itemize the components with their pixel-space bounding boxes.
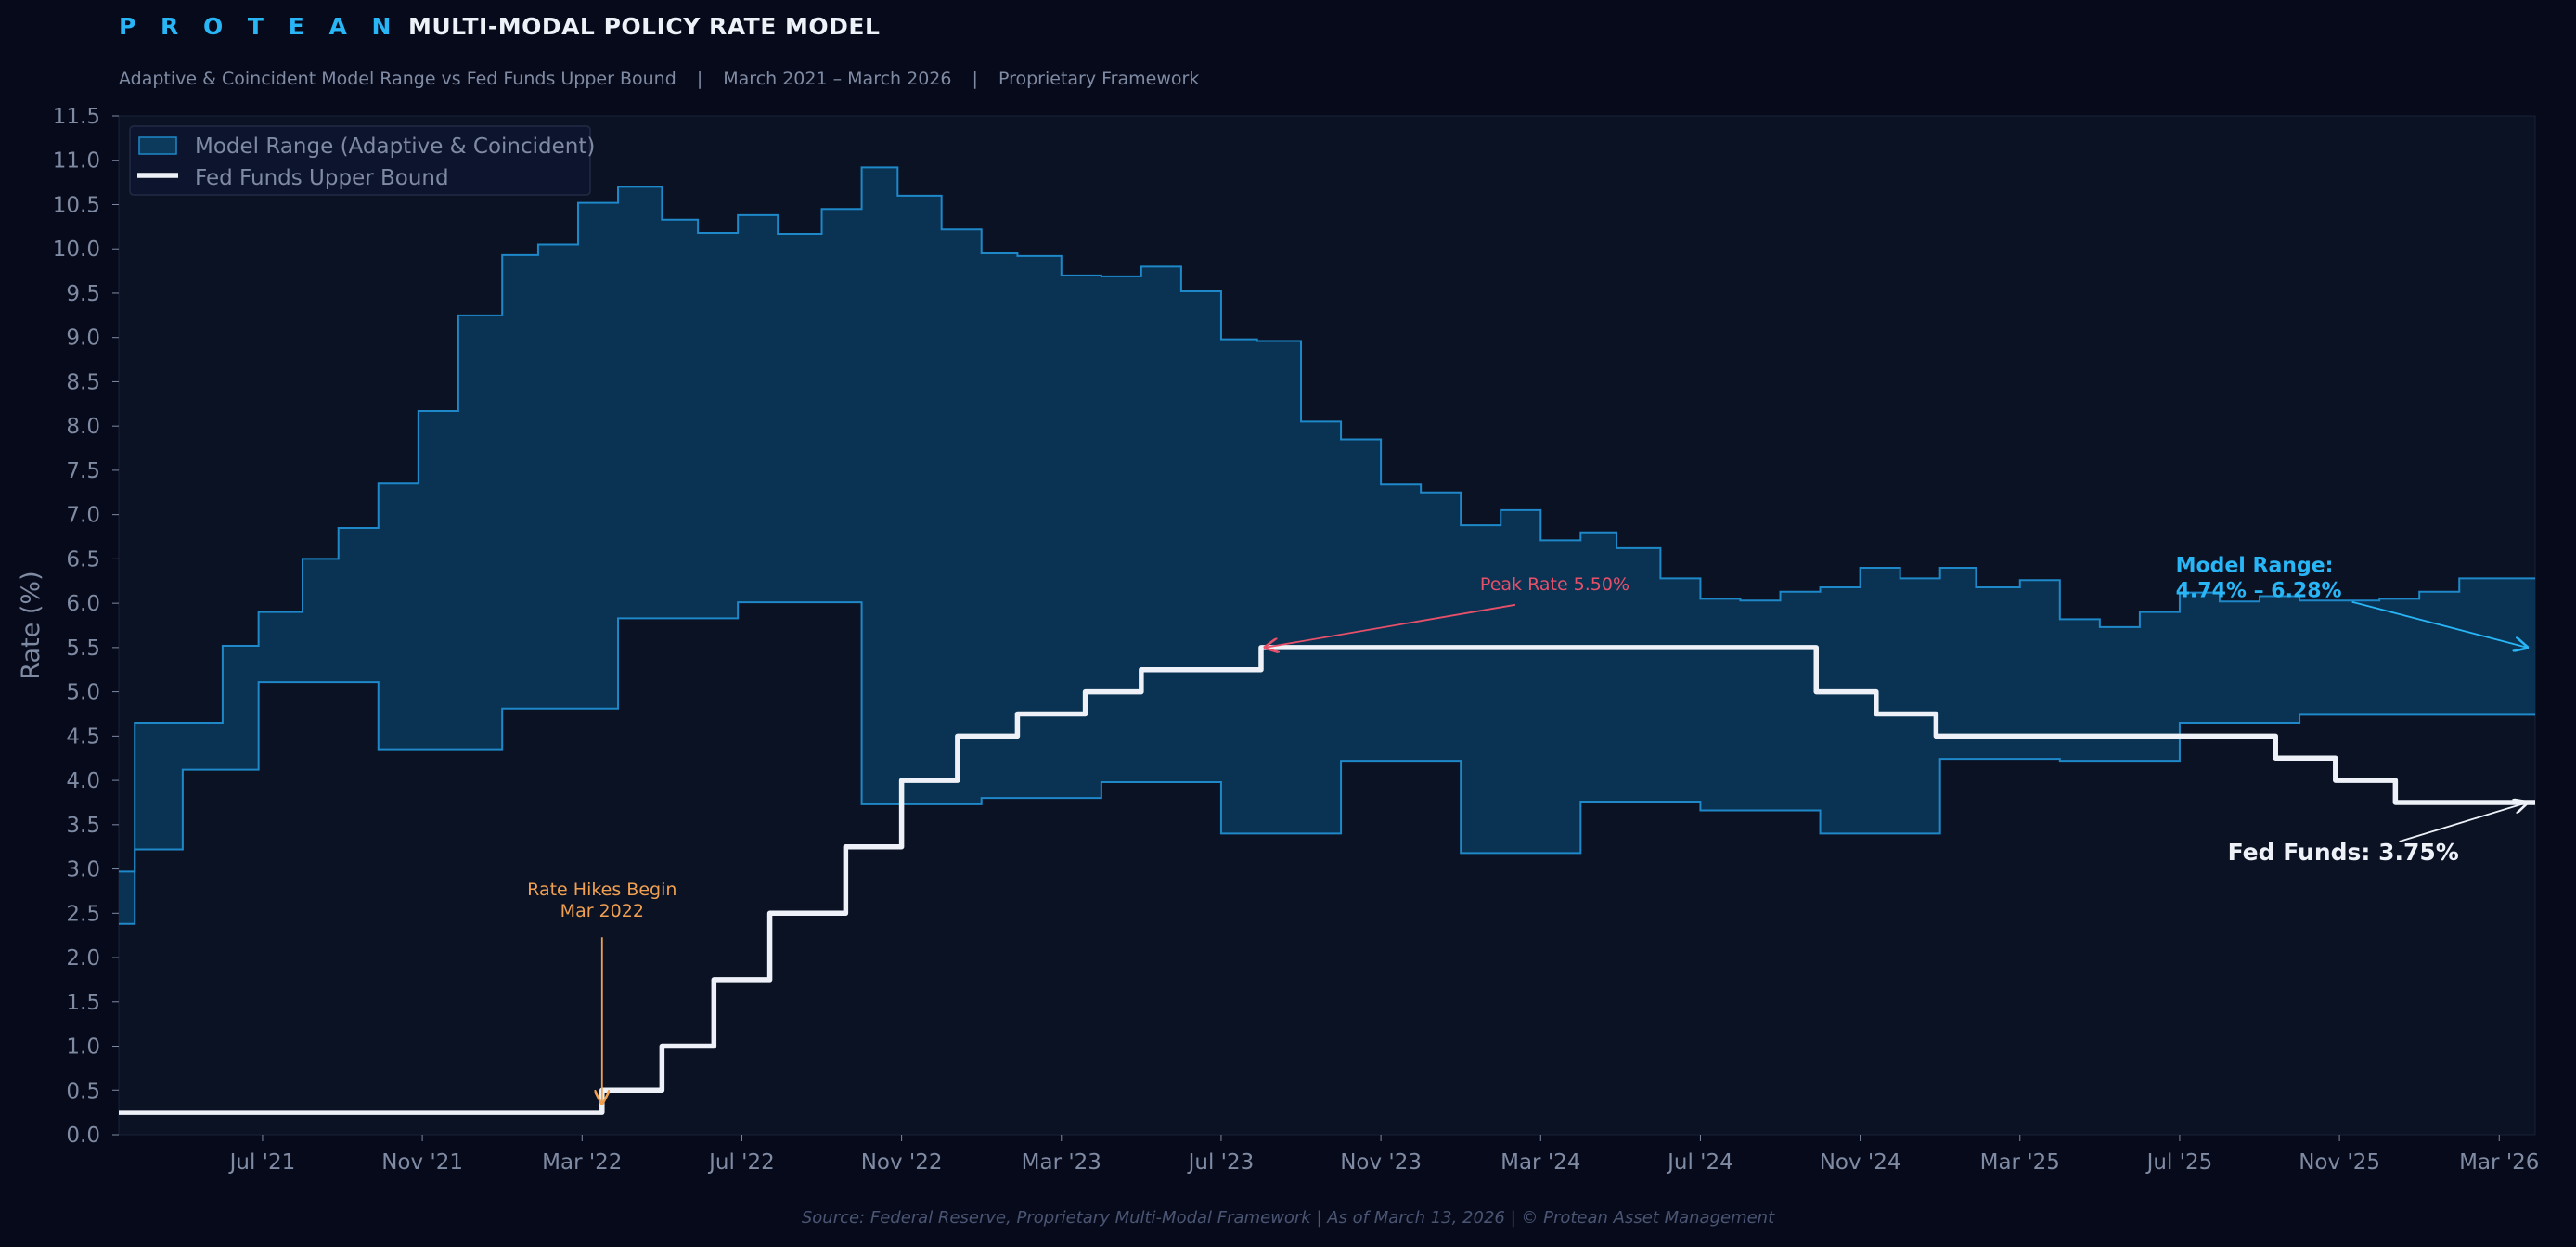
annotation-model-text: 4.74% – 6.28% [2176, 580, 2342, 603]
source-note: Source: Federal Reserve, Proprietary Mul… [801, 1208, 1775, 1228]
x-tick-label: Nov '23 [1340, 1151, 1422, 1175]
y-tick-label: 2.5 [66, 902, 100, 926]
chart-subtitle: Adaptive & Coincident Model Range vs Fed… [119, 69, 1199, 89]
subtitle-part-1: Adaptive & Coincident Model Range vs Fed… [119, 69, 676, 89]
x-tick-label: Nov '24 [1820, 1151, 1901, 1175]
y-tick-label: 5.0 [66, 681, 100, 705]
x-tick-label: Mar '24 [1501, 1151, 1580, 1175]
annotation-peak: Peak Rate 5.50% [1265, 574, 1629, 648]
legend-swatch-range [138, 136, 177, 155]
subtitle-separator: | [696, 69, 703, 89]
x-tick-label: Mar '23 [1022, 1151, 1101, 1175]
x-tick-label: Jul '25 [2145, 1151, 2213, 1175]
y-tick-label: 3.0 [66, 858, 100, 882]
fed-funds-line [119, 645, 2535, 1115]
y-tick-label: 7.5 [66, 459, 100, 483]
y-axis-label: Rate (%) [17, 571, 45, 679]
annotation-fed-text: Fed Funds: 3.75% [2228, 839, 2459, 866]
subtitle-separator: | [972, 69, 978, 89]
model-range-band [119, 167, 2535, 924]
brand-logo: P R O T E A N [119, 13, 400, 40]
x-tick-label: Jul '24 [1666, 1151, 1733, 1175]
annotation-hikes-text: Rate Hikes Begin [527, 880, 676, 900]
y-tick-label: 11.5 [53, 105, 100, 129]
subtitle-part-2: March 2021 – March 2026 [723, 69, 952, 89]
annotation-model-arrow [2351, 600, 2528, 648]
annotation-peak-text: Peak Rate 5.50% [1480, 574, 1629, 595]
legend-label-range: Model Range (Adaptive & Coincident) [195, 135, 595, 159]
y-tick-label: 1.0 [66, 1035, 100, 1060]
annotation-fed-arrow [2399, 803, 2528, 842]
y-tick-label: 8.0 [66, 415, 100, 439]
x-tick-label: Mar '22 [542, 1151, 622, 1175]
x-tick-label: Jul '22 [707, 1151, 775, 1175]
y-tick-label: 0.0 [66, 1124, 100, 1148]
subtitle-part-3: Proprietary Framework [998, 69, 1200, 89]
legend-label-fed: Fed Funds Upper Bound [195, 166, 449, 190]
y-tick-label: 6.5 [66, 547, 100, 572]
y-tick-label: 2.0 [66, 946, 100, 971]
y-tick-label: 7.0 [66, 504, 100, 528]
y-tick-label: 1.5 [66, 991, 100, 1015]
y-tick-label: 9.5 [66, 282, 100, 306]
y-tick-label: 0.5 [66, 1079, 100, 1103]
x-tick-label: Jul '21 [228, 1151, 296, 1175]
y-tick-label: 3.5 [66, 814, 100, 838]
model-range-upper-edge [119, 166, 2535, 873]
y-tick-label: 10.0 [53, 238, 100, 262]
chart-title: MULTI-MODAL POLICY RATE MODEL [408, 13, 881, 40]
y-tick-label: 4.5 [66, 725, 100, 749]
annotation-fed: Fed Funds: 3.75% [2228, 803, 2528, 866]
y-tick-label: 6.0 [66, 592, 100, 616]
legend-box [129, 125, 591, 196]
x-tick-label: Mar '25 [1980, 1151, 2060, 1175]
annotation-model-text: Model Range: [2176, 555, 2334, 578]
y-tick-label: 10.5 [53, 193, 100, 217]
y-tick-label: 5.5 [66, 636, 100, 661]
x-tick-label: Jul '23 [1187, 1151, 1255, 1175]
x-tick-label: Mar '26 [2459, 1151, 2539, 1175]
x-tick-label: Nov '22 [861, 1151, 943, 1175]
x-tick-label: Nov '21 [381, 1151, 463, 1175]
y-tick-label: 9.0 [66, 327, 100, 351]
y-tick-label: 11.0 [53, 149, 100, 174]
y-tick-label: 4.0 [66, 769, 100, 793]
annotation-model: Model Range:4.74% – 6.28% [2176, 555, 2528, 648]
chart-legend: Model Range (Adaptive & Coincident) Fed F… [129, 125, 595, 196]
annotation-peak-arrow [1265, 603, 1516, 648]
annotation-hikes-text: Mar 2022 [560, 901, 644, 921]
y-tick-label: 8.5 [66, 370, 100, 394]
model-range-lower-edge [119, 601, 2535, 925]
x-tick-label: Nov '25 [2299, 1151, 2380, 1175]
